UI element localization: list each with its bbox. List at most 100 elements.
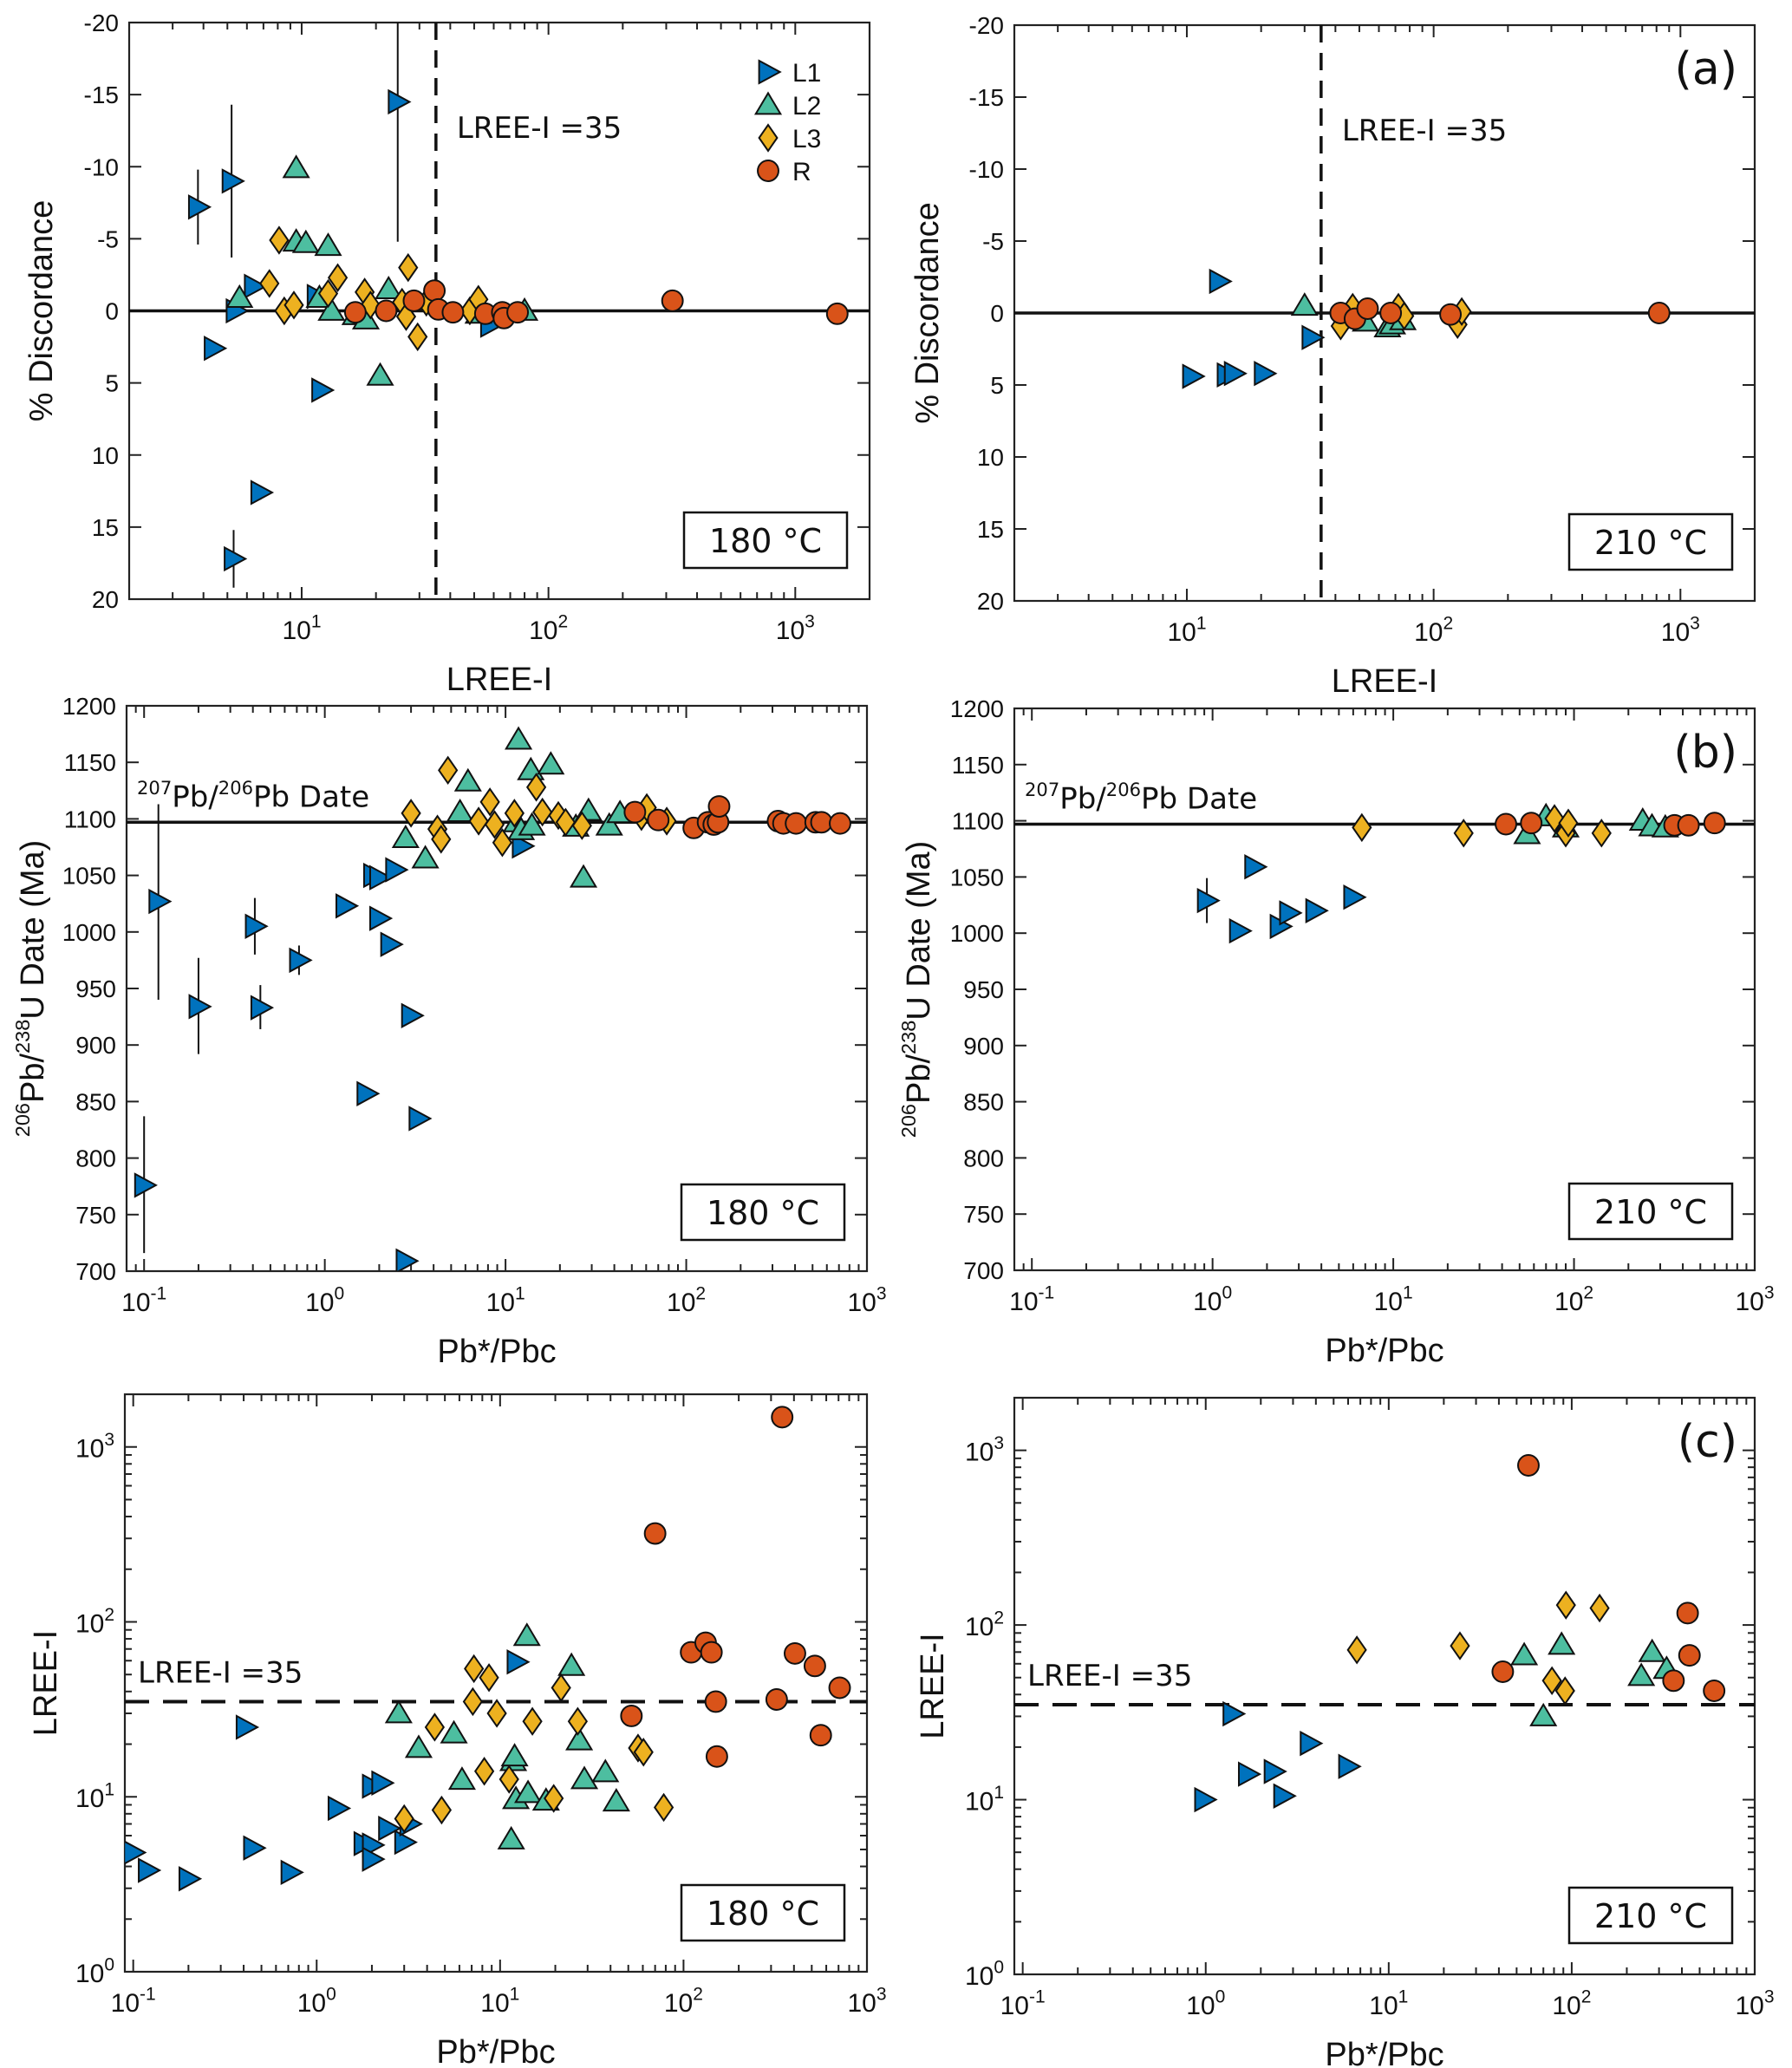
data-point-L3 [327, 263, 349, 292]
reference-date-label: 207Pb/206Pb Date [1025, 779, 1257, 816]
data-point-R [441, 301, 465, 324]
data-point-L1 [1254, 361, 1278, 387]
data-point-L3 [499, 1765, 519, 1794]
data-point-L1 [188, 994, 212, 1020]
reference-date-label: 207Pb/206Pb Date [137, 777, 369, 814]
data-point-L1 [235, 1714, 260, 1740]
legend-label-R: R [792, 158, 811, 186]
y-tick-label: -20 [969, 12, 1004, 39]
data-point-L2 [225, 284, 254, 308]
data-point-L3 [401, 799, 421, 828]
plot-area [127, 726, 867, 1271]
data-point-R [1495, 812, 1517, 836]
x-tick-label: 103 [1735, 1283, 1774, 1317]
threshold-label: LREE-I =35 [1342, 114, 1507, 148]
data-point-L2 [282, 154, 310, 179]
series-R [1491, 1454, 1726, 1702]
data-point-R [829, 812, 851, 835]
data-point-R [1662, 1669, 1685, 1693]
data-point-R [783, 1641, 806, 1665]
y-tick-label: -10 [969, 156, 1004, 183]
data-point-L2 [291, 229, 320, 253]
data-point-L1 [1209, 268, 1233, 295]
series-L1 [1182, 268, 1326, 389]
x-tick-label: 100 [305, 1284, 344, 1318]
y-tick-label: 101 [965, 1783, 1004, 1817]
series-R [343, 279, 849, 329]
data-point-L2 [602, 1788, 630, 1812]
data-point-L2 [517, 756, 545, 780]
y-tick-label: 750 [75, 1202, 116, 1229]
x-axis-label: Pb*/Pbc [436, 2034, 555, 2068]
y-tick-label: 10 [92, 442, 119, 469]
y-tick-label: 102 [75, 1605, 114, 1639]
y-tick-label: 1150 [952, 752, 1004, 779]
x-axis-label: Pb*/Pbc [437, 1334, 556, 1370]
series-L2 [1510, 1631, 1681, 1726]
data-point-L3 [1591, 819, 1612, 848]
data-point-L1 [506, 1649, 531, 1675]
y-tick-label: 1000 [950, 920, 1004, 947]
data-point-L2 [366, 362, 394, 386]
y-tick-label: -10 [84, 153, 119, 180]
y-tick-label: 103 [75, 1430, 114, 1464]
x-tick-label: 10-1 [121, 1284, 166, 1318]
y-axis-label: % Discordance [909, 202, 946, 424]
data-point-L1 [395, 1248, 420, 1271]
data-point-L1 [289, 947, 313, 974]
data-point-R [771, 1406, 794, 1429]
data-point-L1 [1343, 884, 1367, 910]
temperature-label: 180 °C [707, 1895, 819, 1933]
panel-b-180: 10-1 100 101 102 103 700 750 800 850 900 950 1000 10… [11, 693, 886, 1370]
data-point-L3 [431, 1795, 453, 1825]
y-tick-label: 5 [990, 372, 1004, 399]
data-point-L3 [317, 278, 339, 309]
panel-label: (a) [1675, 43, 1737, 95]
legend-marker-R [757, 160, 779, 182]
data-point-L1 [1279, 900, 1303, 926]
data-point-L1 [327, 1795, 352, 1822]
data-point-L1 [512, 833, 536, 859]
temperature-box [680, 1883, 846, 1942]
y-axis-label: LREE-I [28, 1630, 64, 1736]
x-tick-label: 103 [1661, 614, 1700, 648]
data-point-L3 [1554, 1676, 1575, 1706]
data-point-L1 [369, 864, 394, 890]
y-tick-label: 5 [105, 370, 119, 397]
y-tick-label: -5 [982, 228, 1004, 255]
y-tick-label: 950 [75, 975, 116, 1002]
data-point-L2 [440, 1719, 468, 1744]
data-point-L1 [1300, 1730, 1324, 1757]
y-tick-label: 900 [75, 1032, 116, 1059]
data-point-L1 [388, 88, 412, 115]
panel-c-210: 10-1 100 101 102 103100101102103Pb*/PbcLREE-… [915, 1396, 1775, 2068]
data-point-L3 [492, 828, 513, 858]
data-point-L1 [1273, 1783, 1297, 1809]
x-tick-label: 101 [486, 1284, 525, 1318]
data-point-L1 [371, 1770, 395, 1796]
y-tick-label: 1050 [950, 864, 1004, 890]
legend-label-L2: L2 [792, 92, 821, 121]
y-tick-label: 1100 [952, 808, 1004, 835]
y-axis-label: % Discordance [23, 200, 60, 422]
data-point-L2 [537, 751, 565, 775]
data-point-L3 [525, 773, 547, 802]
data-point-L2 [314, 232, 342, 257]
data-point-L3 [479, 1663, 499, 1693]
temperature-box [1567, 1886, 1734, 1945]
y-tick-label: -15 [969, 84, 1004, 111]
x-tick-label: 102 [1552, 1987, 1591, 2021]
data-point-L2 [1638, 1638, 1666, 1662]
data-point-R [1517, 1454, 1540, 1477]
data-point-L1 [408, 1106, 433, 1132]
y-tick-label: 0 [990, 300, 1004, 327]
series-L1 [1194, 1700, 1362, 1813]
legend-marker-L1 [758, 59, 782, 85]
x-tick-label: 103 [847, 1985, 886, 2019]
data-point-L2 [317, 297, 346, 321]
y-tick-label: 1050 [62, 863, 116, 890]
data-point-L3 [269, 225, 290, 255]
y-tick-label: 850 [75, 1088, 116, 1115]
data-point-L3 [464, 1654, 485, 1684]
